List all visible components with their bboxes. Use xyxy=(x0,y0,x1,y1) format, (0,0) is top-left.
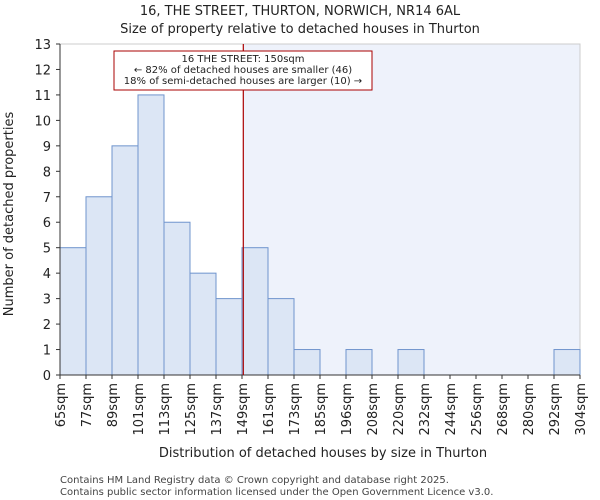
x-tick-label: 292sqm xyxy=(548,383,563,436)
x-tick-label: 89sqm xyxy=(106,383,121,427)
x-tick-label: 304sqm xyxy=(574,383,589,436)
y-tick-label: 13 xyxy=(34,38,51,53)
x-tick-label: 125sqm xyxy=(184,383,199,436)
x-tick-label: 208sqm xyxy=(366,383,381,436)
annotation-line-2: ← 82% of detached houses are smaller (46… xyxy=(134,65,352,76)
y-tick-label: 3 xyxy=(43,293,51,308)
x-tick-label: 268sqm xyxy=(496,383,511,436)
y-tick-label: 1 xyxy=(43,344,51,359)
x-tick-label: 101sqm xyxy=(132,383,147,436)
y-tick-label: 6 xyxy=(43,216,51,231)
histogram-bar xyxy=(85,196,113,376)
y-tick-label: 8 xyxy=(43,165,51,180)
x-tick-label: 173sqm xyxy=(288,383,303,436)
footer-line-2: Contains public sector information licen… xyxy=(60,487,493,498)
histogram-bar xyxy=(189,272,217,376)
x-tick-label: 244sqm xyxy=(444,383,459,436)
histogram-bar xyxy=(215,298,243,376)
x-tick-label: 220sqm xyxy=(392,383,407,436)
y-tick-label: 11 xyxy=(34,89,51,104)
x-tick-label: 77sqm xyxy=(80,383,95,427)
x-tick-label: 149sqm xyxy=(236,383,251,436)
chart-title: 16, THE STREET, THURTON, NORWICH, NR14 6… xyxy=(140,4,461,19)
x-tick-label: 280sqm xyxy=(522,383,537,436)
histogram-bar xyxy=(111,145,139,376)
x-axis-label: Distribution of detached houses by size … xyxy=(159,446,487,461)
x-tick-label: 137sqm xyxy=(210,383,225,436)
annotation-line-1: 16 THE STREET: 150sqm xyxy=(181,54,304,65)
y-tick-label: 4 xyxy=(43,267,51,282)
x-tick-label: 161sqm xyxy=(262,383,277,436)
annotation-line-3: 18% of semi-detached houses are larger (… xyxy=(124,76,362,87)
histogram-bar xyxy=(163,221,191,376)
y-tick-label: 5 xyxy=(43,242,51,257)
y-tick-label: 0 xyxy=(43,369,51,384)
larger-region-shade xyxy=(243,44,581,375)
histogram-bar xyxy=(293,349,321,376)
x-tick-label: 196sqm xyxy=(340,383,355,436)
x-tick-label: 256sqm xyxy=(470,383,485,436)
y-tick-label: 9 xyxy=(43,140,51,155)
histogram-bar xyxy=(137,94,165,376)
histogram-bar xyxy=(553,349,581,376)
y-axis-label: Number of detached properties xyxy=(2,112,17,317)
x-tick-label: 113sqm xyxy=(158,383,173,436)
x-tick-label: 65sqm xyxy=(54,383,69,427)
histogram-bar xyxy=(59,247,87,376)
y-tick-label: 2 xyxy=(43,318,51,333)
histogram-bar xyxy=(267,298,295,376)
histogram-bar xyxy=(397,349,425,376)
y-tick-label: 12 xyxy=(34,63,51,78)
x-tick-label: 232sqm xyxy=(418,383,433,436)
annotation-box xyxy=(113,50,373,91)
histogram-bar xyxy=(345,349,373,376)
histogram-bar xyxy=(241,247,269,376)
chart-subtitle: Size of property relative to detached ho… xyxy=(120,22,480,37)
y-tick-label: 10 xyxy=(34,114,51,129)
y-tick-label: 7 xyxy=(43,191,51,206)
x-tick-label: 185sqm xyxy=(314,383,329,436)
footer-line-1: Contains HM Land Registry data © Crown c… xyxy=(60,475,449,486)
